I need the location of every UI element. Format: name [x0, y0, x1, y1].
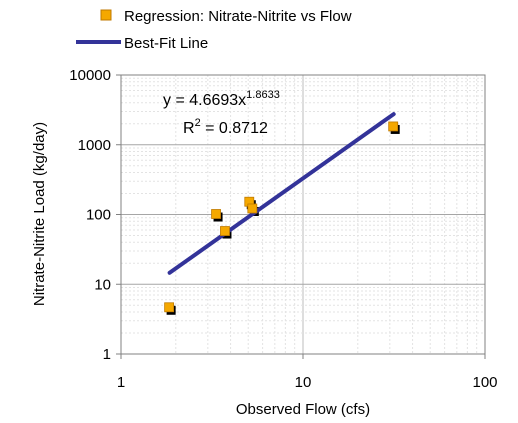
y-tick-label: 1000	[78, 137, 111, 154]
equation-prefix: y = 4.6693x	[163, 92, 246, 109]
r-squared-exponent: 2	[195, 117, 201, 129]
legend-label-line: Best-Fit Line	[124, 35, 208, 52]
equation-text: y = 4.6693x1.8633	[163, 89, 280, 109]
legend: Regression: Nitrate-Nitrite vs Flow Best…	[76, 8, 352, 52]
legend-marker-points	[100, 9, 112, 21]
plot-area: 1 10 100 1 10 100 1000 10000	[69, 67, 497, 391]
tick-labels: 1 10 100 1 10 100 1000 10000	[69, 67, 497, 391]
x-tick-label: 100	[472, 374, 497, 391]
y-tick-label: 10000	[69, 67, 111, 84]
y-tick-label: 1	[103, 346, 111, 363]
data-point	[211, 209, 221, 219]
data-marks	[164, 112, 400, 315]
y-axis-title: Nitrate-Nitrite Load (kg/day)	[31, 122, 48, 306]
r-squared-value: = 0.8712	[201, 120, 268, 137]
r-squared-prefix: R	[183, 120, 195, 137]
legend-label-points: Regression: Nitrate-Nitrite vs Flow	[124, 8, 352, 25]
x-tick-label: 1	[117, 374, 125, 391]
x-tick-label: 10	[295, 374, 312, 391]
data-point	[164, 302, 175, 313]
best-fit-line	[167, 112, 396, 275]
data-point	[247, 203, 258, 214]
equation-exponent: 1.8633	[246, 89, 280, 101]
x-axis-title: Observed Flow (cfs)	[236, 401, 370, 418]
y-tick-label: 100	[86, 207, 111, 224]
y-tick-label: 10	[94, 276, 111, 293]
data-point	[220, 226, 230, 236]
equation-annotation: y = 4.6693x1.8633 R2 = 0.8712	[163, 89, 280, 137]
r-squared-text: R2 = 0.8712	[183, 117, 268, 137]
data-point	[388, 121, 399, 132]
